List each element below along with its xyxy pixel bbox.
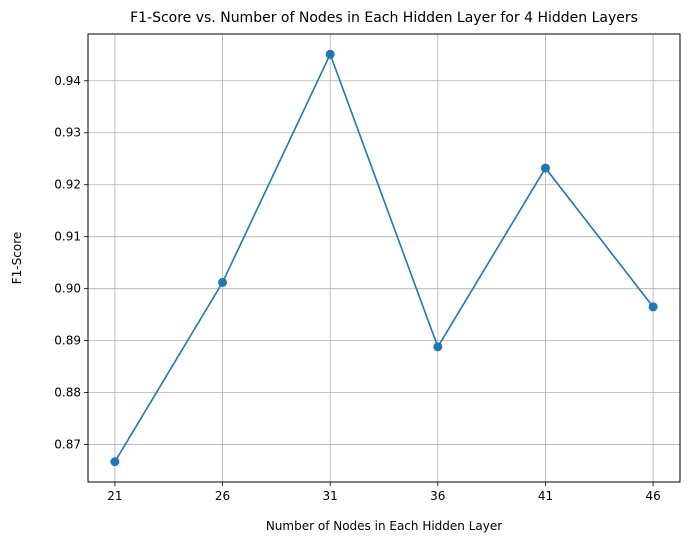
- x-tick-label: 21: [107, 489, 122, 503]
- y-axis-label: F1-Score: [10, 232, 24, 284]
- x-tick-label: 26: [215, 489, 230, 503]
- plot-frame: [87, 33, 681, 483]
- data-point: [110, 457, 120, 467]
- y-tick-label: 0.87: [54, 438, 81, 452]
- y-tick-label: 0.94: [54, 74, 81, 88]
- chart-title: F1-Score vs. Number of Nodes in Each Hid…: [130, 10, 638, 26]
- data-point: [540, 163, 550, 173]
- data-point: [325, 49, 335, 59]
- series-line: [114, 52, 654, 463]
- x-axis-label: Number of Nodes in Each Hidden Layer: [266, 519, 502, 533]
- data-point: [433, 342, 443, 352]
- y-tick-label: 0.92: [54, 178, 81, 192]
- y-tick-label: 0.88: [54, 386, 81, 400]
- y-tick-label: 0.91: [54, 230, 81, 244]
- x-tick-label: 46: [645, 489, 660, 503]
- x-tick-label: 36: [430, 489, 445, 503]
- series: [110, 49, 658, 467]
- data-point: [648, 302, 658, 312]
- y-tick-label: 0.90: [54, 282, 81, 296]
- y-tick-label: 0.89: [54, 334, 81, 348]
- data-point: [218, 277, 228, 287]
- x-tick-label: 31: [323, 489, 338, 503]
- grid: [88, 34, 680, 482]
- x-tick-label: 41: [538, 489, 553, 503]
- y-tick-label: 0.93: [54, 126, 81, 140]
- axis-ticks: 21 26 31 36 41 46 0.87 0.88 0.89 0.90 0.91 0.92 0.93…: [54, 74, 660, 503]
